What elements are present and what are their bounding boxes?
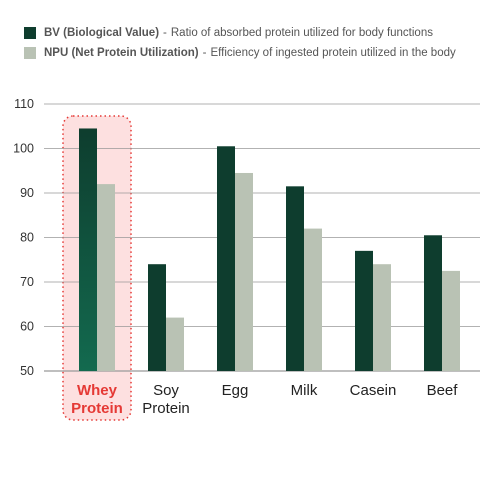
- legend-swatch-bv: [24, 27, 36, 39]
- legend-item-bv: BV (Biological Value) - Ratio of absorbe…: [24, 26, 456, 40]
- category-label-whey-protein-1: Protein: [71, 400, 123, 417]
- category-label-soy-protein-0: Soy: [153, 382, 179, 399]
- category-label-milk-0: Milk: [291, 382, 318, 399]
- y-tick-label-60: 60: [20, 320, 34, 334]
- bar-bv-milk: [286, 186, 304, 371]
- legend-description-npu: Efficiency of ingested protein utilized …: [210, 47, 456, 59]
- y-tick-label-70: 70: [20, 275, 34, 289]
- legend-swatch-npu: [24, 47, 36, 59]
- y-tick-label-50: 50: [20, 364, 34, 378]
- bar-npu-milk: [304, 228, 322, 371]
- legend-description-bv: Ratio of absorbed protein utilized for b…: [170, 27, 433, 39]
- category-label-egg-0: Egg: [222, 382, 249, 399]
- category-label-soy-protein-1: Protein: [142, 400, 190, 417]
- category-label-whey-protein-0: Whey: [77, 382, 118, 399]
- y-tick-label-80: 80: [20, 231, 34, 245]
- bar-npu-casein: [373, 264, 391, 371]
- bar-npu-whey-protein: [97, 184, 115, 371]
- legend-item-npu: NPU (Net Protein Utilization) - Efficien…: [24, 46, 456, 60]
- y-tick-label-100: 100: [13, 142, 34, 156]
- bar-bv-soy-protein: [148, 264, 166, 371]
- bar-npu-beef: [442, 270, 460, 371]
- bar-bv-egg: [217, 146, 235, 371]
- legend-separator-npu: -: [202, 47, 207, 59]
- bar-bv-whey-protein: [79, 128, 97, 371]
- y-tick-label-110: 110: [14, 97, 34, 111]
- legend-separator-bv: -: [163, 27, 167, 39]
- legend-name-bv: BV (Biological Value): [44, 27, 160, 39]
- legend: BV (Biological Value) - Ratio of absorbe…: [24, 26, 456, 66]
- bar-npu-soy-protein: [166, 317, 184, 371]
- bar-bv-beef: [424, 235, 442, 371]
- legend-name-npu: NPU (Net Protein Utilization): [44, 47, 199, 59]
- bar-bv-casein: [355, 250, 373, 371]
- category-label-beef-0: Beef: [427, 382, 459, 399]
- bar-npu-egg: [235, 172, 253, 371]
- category-label-casein-0: Casein: [350, 382, 397, 399]
- y-tick-label-90: 90: [20, 186, 34, 200]
